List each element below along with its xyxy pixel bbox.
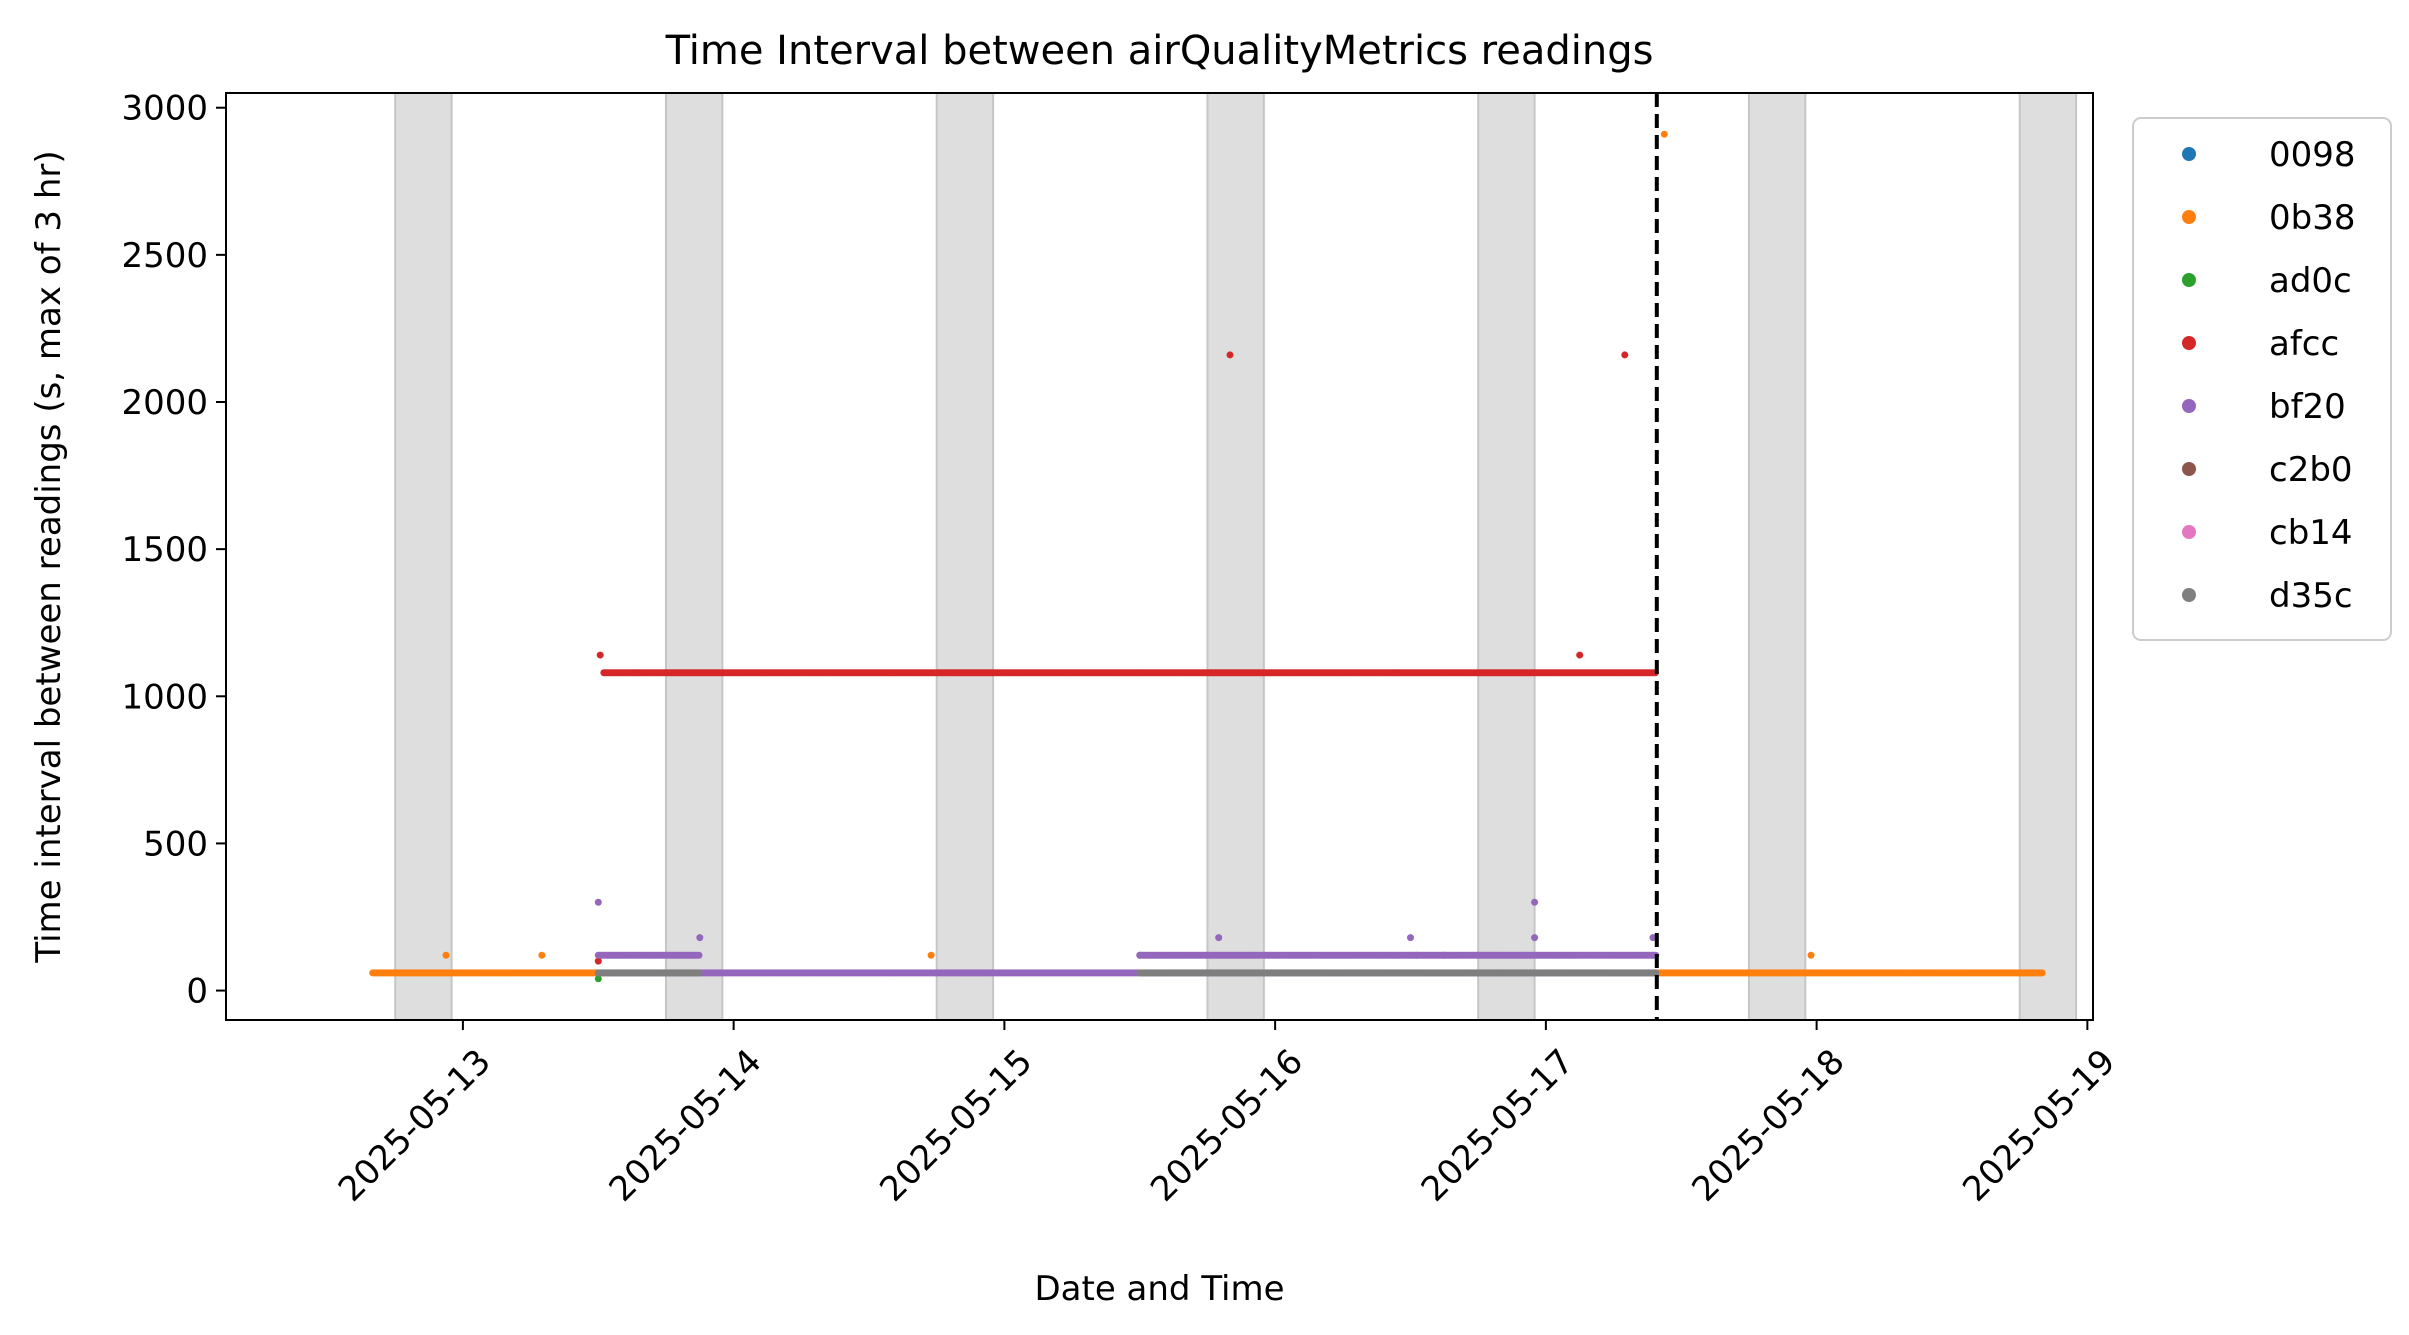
series-point-d35c [1652, 969, 1660, 977]
x-tick-label: 2025-05-13 [331, 1042, 499, 1210]
legend-label: c2b0 [2269, 450, 2353, 490]
night-band [395, 93, 452, 1020]
legend-marker-0b38 [2182, 210, 2196, 224]
y-axis-label: Time interval between readings (s, max o… [29, 150, 69, 963]
series-point-d35c [695, 969, 703, 977]
legend-box [2132, 117, 2392, 641]
series-point-bf20 [1136, 951, 1144, 959]
y-tick-label: 1000 [121, 677, 208, 717]
series-point-afcc [1226, 351, 1234, 359]
x-tick-label: 2025-05-19 [1955, 1042, 2123, 1210]
chart-title: Time Interval between airQualityMetrics … [665, 28, 1654, 74]
night-band [665, 93, 723, 1020]
x-axis: 2025-05-13 2025-05-14 2025-05-15 2025-05-16… [331, 1020, 2123, 1210]
x-tick-label: 2025-05-15 [872, 1042, 1040, 1210]
series-point-bf20 [696, 934, 704, 942]
y-tick-label: 2500 [121, 236, 208, 276]
x-tick-label: 2025-05-14 [602, 1042, 770, 1210]
x-tick-label: 2025-05-18 [1685, 1042, 1853, 1210]
legend: 0098 0b38 ad0c afcc bf20 c2b0 cb14 d35c [2132, 117, 2392, 641]
series-point-0b38 [2038, 969, 2046, 977]
night-band [2019, 93, 2077, 1020]
legend-label: 0098 [2269, 135, 2356, 175]
legend-label: afcc [2269, 324, 2339, 364]
series-point-afcc [1621, 351, 1629, 359]
y-axis: 0 500 1000 1500 2000 2500 3000 [121, 89, 226, 1012]
legend-label: d35c [2269, 576, 2353, 616]
y-tick-label: 3000 [121, 89, 208, 129]
series-point-bf20 [1407, 934, 1414, 942]
legend-label: 0b38 [2269, 198, 2355, 238]
legend-label: cb14 [2269, 513, 2353, 553]
legend-label: bf20 [2269, 387, 2346, 427]
series-point-0b38 [927, 951, 935, 959]
series-point-0b38 [1807, 951, 1815, 959]
legend-marker-bf20 [2182, 399, 2196, 413]
plot-frame [225, 92, 2094, 1021]
legend-marker-cb14 [2182, 525, 2196, 539]
data-points [369, 130, 2046, 983]
x-axis-label: Date and Time [1034, 1269, 1284, 1309]
legend-marker-c2b0 [2182, 462, 2196, 476]
legend-marker-d35c [2182, 588, 2196, 602]
x-tick-label: 2025-05-17 [1414, 1042, 1582, 1210]
legend-marker-afcc [2182, 336, 2196, 350]
night-band [936, 93, 994, 1020]
y-tick-label: 500 [143, 824, 208, 864]
series-point-afcc [1576, 651, 1584, 659]
series-point-bf20 [1649, 934, 1657, 942]
series-point-0b38 [442, 951, 450, 959]
y-tick-label: 0 [186, 972, 208, 1012]
y-tick-label: 1500 [121, 530, 208, 570]
series-point-bf20 [594, 898, 602, 906]
series-point-0b38 [1660, 130, 1668, 138]
x-tick-label: 2025-05-16 [1143, 1042, 1311, 1210]
night-band [1748, 93, 1806, 1020]
series-point-ad0c [594, 975, 602, 983]
series-point-bf20 [1531, 934, 1539, 942]
legend-label: ad0c [2269, 261, 2352, 301]
night-bands [394, 93, 2078, 1020]
night-band [1207, 93, 1264, 1020]
series-point-bf20 [1215, 934, 1223, 942]
series-point-0b38 [538, 951, 546, 959]
series-point-afcc [594, 957, 602, 965]
series-point-afcc [596, 651, 604, 659]
legend-marker-ad0c [2182, 273, 2196, 287]
legend-marker-0098 [2182, 147, 2196, 161]
series-point-bf20 [1531, 898, 1539, 906]
y-tick-label: 2000 [121, 383, 208, 423]
night-band [1478, 93, 1535, 1020]
series-point-bf20 [695, 951, 703, 959]
